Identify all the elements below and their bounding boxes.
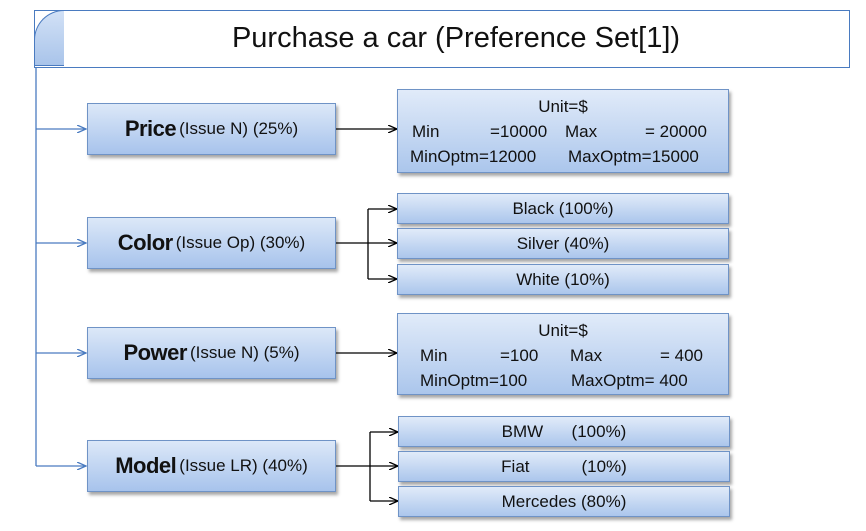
color-option-1: Black (100%)	[397, 193, 729, 224]
price-min-label: Min	[412, 122, 440, 141]
issue-power: Power (Issue N) (5%)	[87, 327, 336, 379]
power-minoptm: MinOptm=100	[420, 371, 528, 390]
issue-power-detail: (Issue N) (5%)	[189, 343, 300, 362]
model-option-3: Mercedes (80%)	[398, 486, 730, 517]
title-box	[34, 10, 850, 68]
price-range-box: Unit=$ Min =10000 Max = 20000 MinOptm=12…	[397, 89, 729, 173]
power-min-label: Min	[420, 346, 448, 365]
issue-model-detail: (Issue LR) (40%)	[179, 456, 308, 475]
model-option-2: Fiat (10%)	[398, 451, 730, 482]
power-max-value: = 400	[660, 346, 704, 365]
price-maxoptm: MaxOptm=15000	[568, 147, 699, 166]
issue-price-name: Price	[124, 116, 177, 141]
issue-color-detail: (Issue Op) (30%)	[175, 233, 306, 252]
price-max-value: = 20000	[645, 122, 707, 141]
issue-model: Model (Issue LR) (40%)	[87, 440, 336, 492]
power-unit: Unit=$	[538, 321, 588, 340]
issue-color: Color (Issue Op) (30%)	[87, 217, 336, 269]
issue-price: Price (Issue N) (25%)	[87, 103, 336, 155]
issue-color-name: Color	[117, 230, 173, 255]
issue-price-detail: (Issue N) (25%)	[179, 119, 299, 138]
power-max-label: Max	[570, 346, 603, 365]
color-option-3: White (10%)	[397, 264, 729, 295]
model-option-1: BMW (100%)	[398, 416, 730, 447]
issue-model-name: Model	[115, 453, 177, 478]
price-unit: Unit=$	[538, 97, 588, 116]
power-maxoptm: MaxOptm= 400	[571, 371, 688, 390]
diagram-title: Purchase a car (Preference Set[1])	[231, 21, 681, 54]
color-option-2: Silver (40%)	[397, 228, 729, 259]
issue-power-name: Power	[123, 340, 187, 365]
power-min-value: =100	[500, 346, 539, 365]
price-minoptm: MinOptm=12000	[410, 147, 537, 166]
power-range-box: Unit=$ Min =100 Max = 400 MinOptm=100 Ma…	[397, 313, 729, 395]
price-max-label: Max	[565, 122, 598, 141]
price-min-value: =10000	[490, 122, 548, 141]
